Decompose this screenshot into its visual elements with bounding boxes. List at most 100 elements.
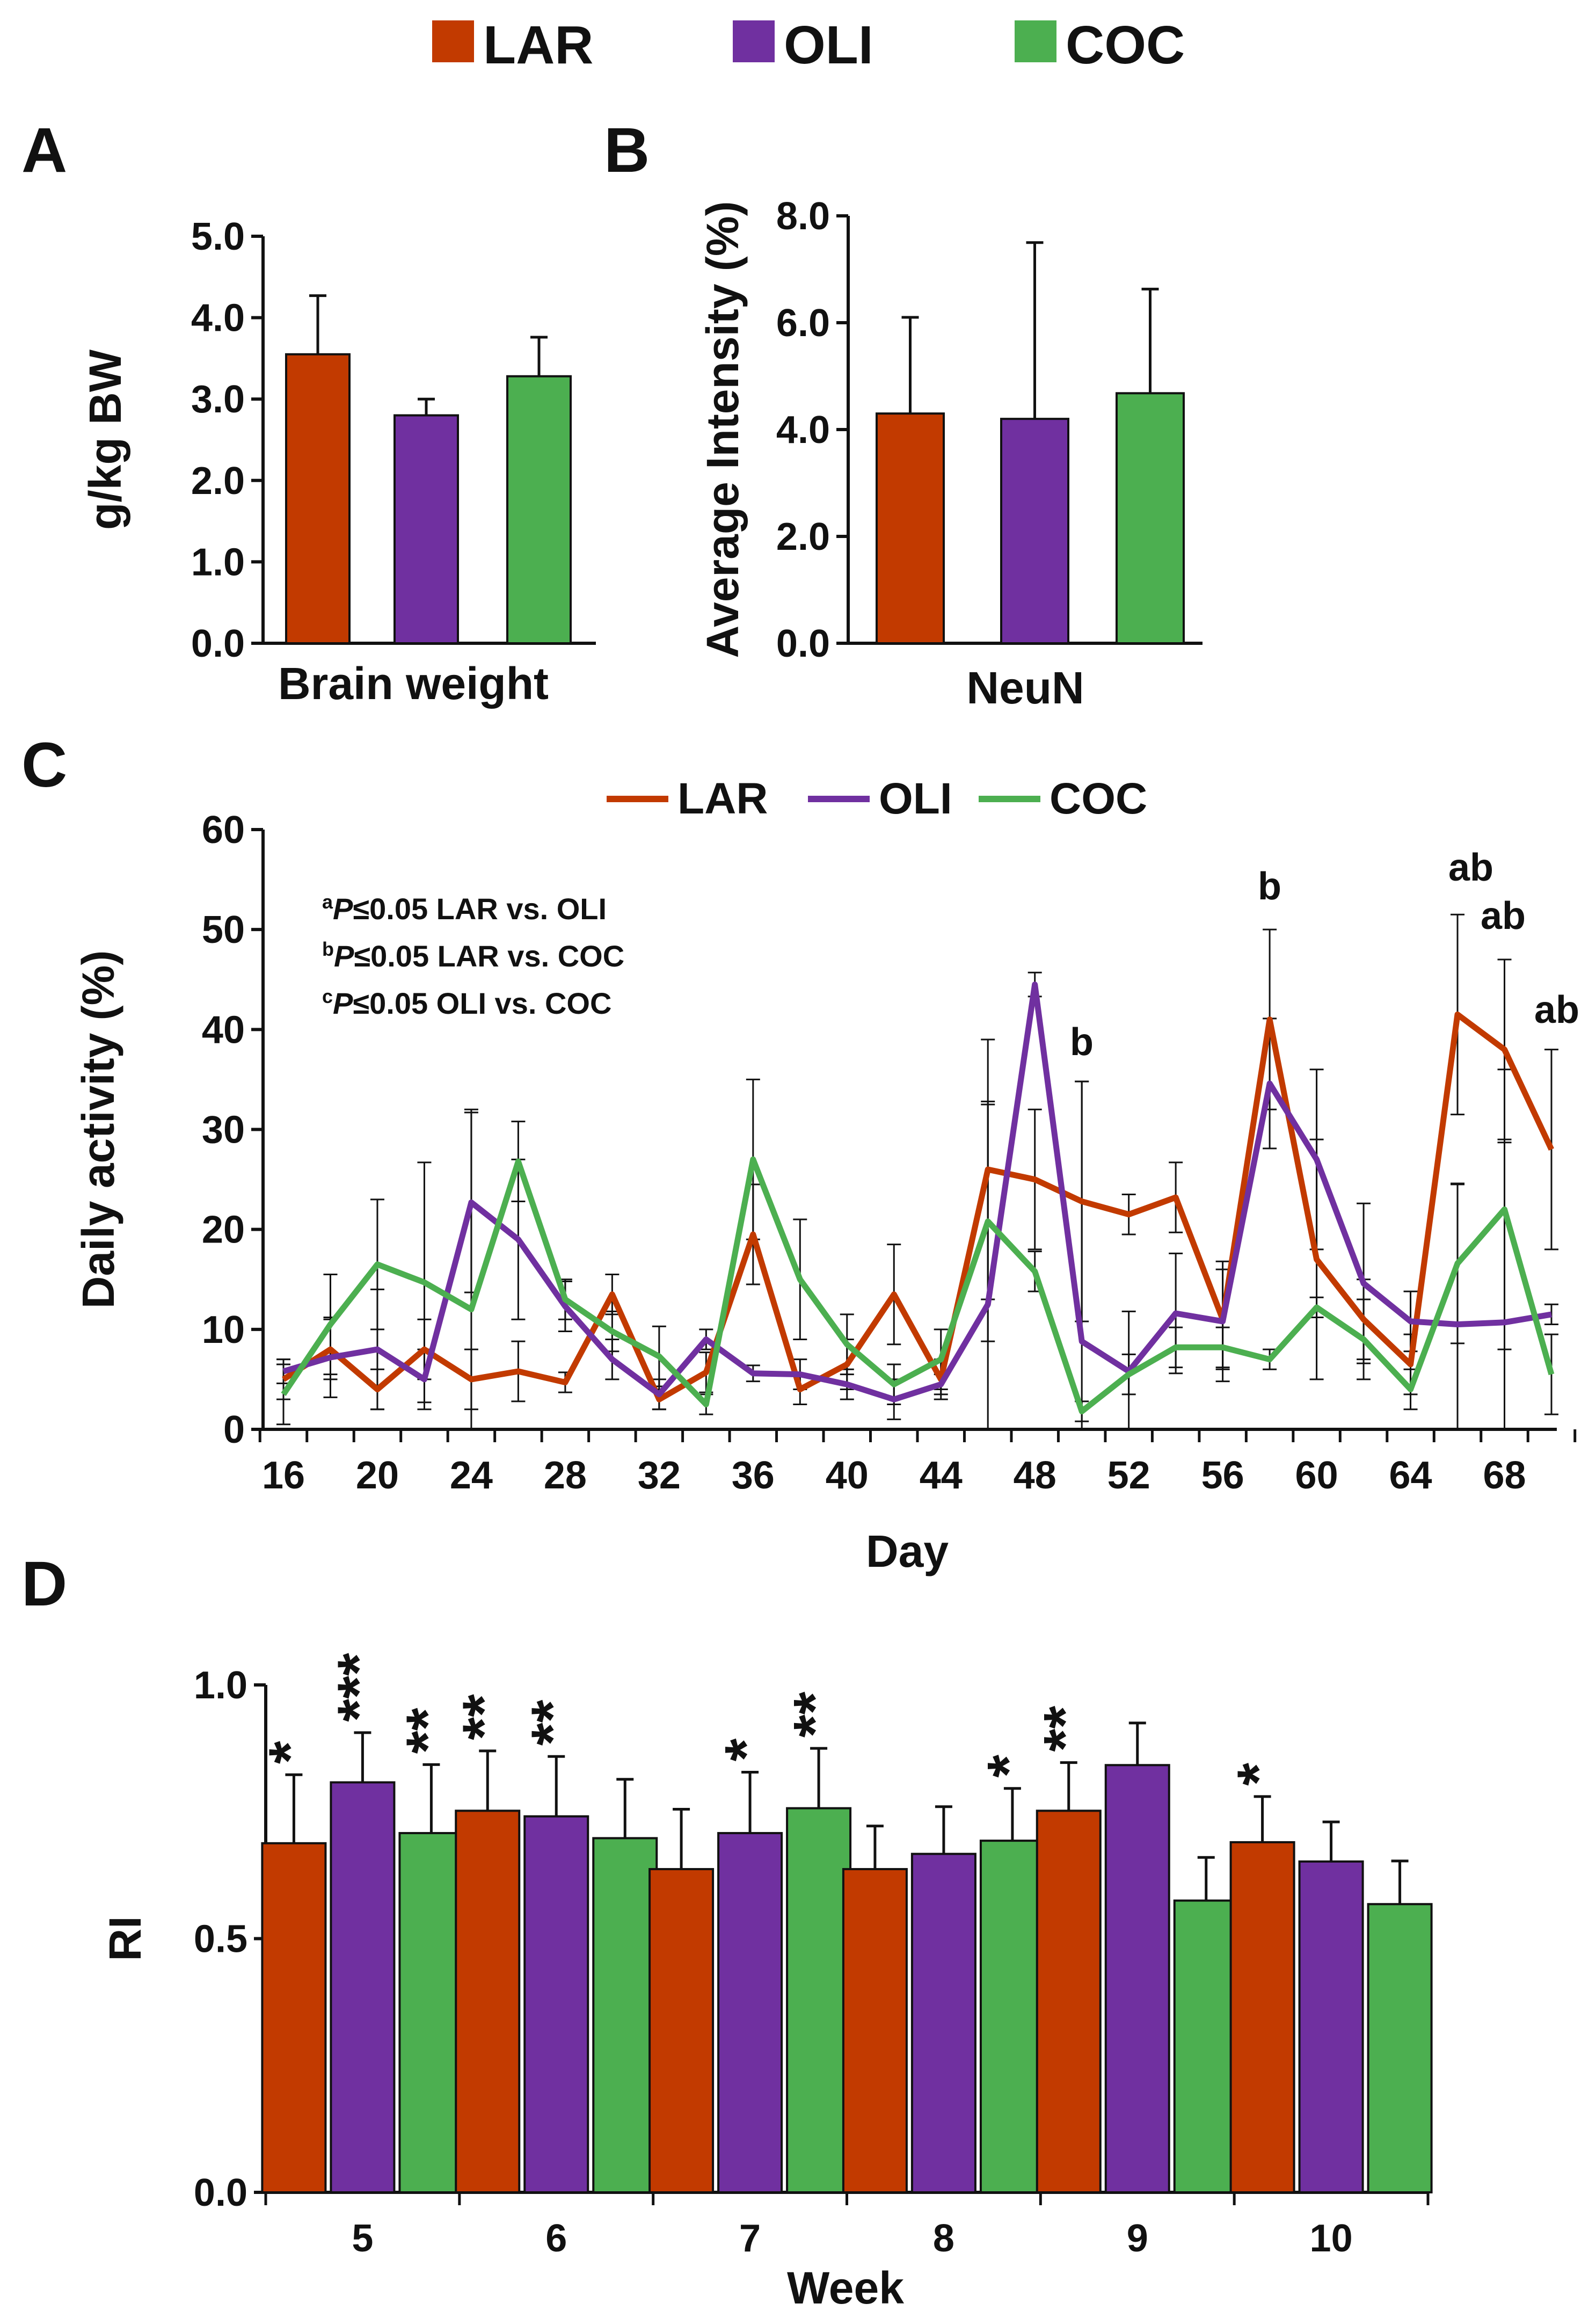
significance-stars: ** xyxy=(782,1691,848,1738)
bar-oli xyxy=(330,1781,396,2193)
y-tick-label: 20 xyxy=(202,1209,245,1252)
bar-lar xyxy=(876,412,945,645)
bar-coc xyxy=(1367,1903,1433,2193)
x-tick-label: 48 xyxy=(1014,1454,1056,1497)
significance-stars: ** xyxy=(394,1708,460,1754)
x-tick-label: 36 xyxy=(732,1454,775,1497)
y-tick-label: 4.0 xyxy=(776,409,830,452)
significance-stars: ** xyxy=(1032,1706,1098,1752)
y-tick-label: 10 xyxy=(202,1309,245,1351)
x-tick-label: 7 xyxy=(739,2217,761,2260)
y-axis-title: RI xyxy=(100,1916,150,1961)
bar-lar xyxy=(285,353,351,644)
y-tick-label: 0.0 xyxy=(191,622,245,665)
x-tick-label: 56 xyxy=(1201,1454,1244,1497)
legend-c-label-oli: OLI xyxy=(879,774,952,823)
bar-lar xyxy=(842,1868,908,2193)
x-tick-label: 52 xyxy=(1107,1454,1150,1497)
significance-label: ab xyxy=(1481,895,1526,938)
legend-swatch-coc xyxy=(1015,20,1056,62)
chart-c-significance-notes: aP≤0.05 LAR vs. OLI bP≤0.05 LAR vs. COC … xyxy=(322,891,624,1020)
significance-stars: * xyxy=(975,1755,1041,1778)
bar-oli xyxy=(1298,1860,1364,2194)
bar-coc xyxy=(398,1832,464,2193)
x-axis-title: NeuN xyxy=(966,663,1084,713)
panel-label-b: B xyxy=(604,115,650,186)
x-tick-label: 9 xyxy=(1127,2217,1148,2260)
x-tick-label: 40 xyxy=(826,1454,869,1497)
legend-swatch-lar xyxy=(432,20,474,62)
line-series-lar xyxy=(282,1011,1554,1402)
bar-coc xyxy=(1173,1899,1239,2193)
x-tick-label: 44 xyxy=(920,1454,963,1497)
bar-lar xyxy=(455,1809,521,2194)
chart-c-legend: LAR OLI COC xyxy=(607,774,1147,823)
x-tick-label: 5 xyxy=(352,2217,373,2260)
significance-stars: *** xyxy=(325,1653,391,1722)
bar-lar xyxy=(1229,1841,1295,2193)
significance-label: ab xyxy=(1448,846,1493,889)
note-b: bP≤0.05 LAR vs. COC xyxy=(322,938,624,973)
legend-label-lar: LAR xyxy=(483,15,594,75)
significance-label: b xyxy=(1070,1021,1094,1064)
y-tick-label: 0.0 xyxy=(194,2171,247,2214)
x-tick-label: 64 xyxy=(1389,1454,1432,1497)
x-tick-label: 24 xyxy=(450,1454,493,1497)
chart-b-neun: 0.0 2.0 4.0 6.0 8.0 Average Intensity (%) NeuN xyxy=(697,195,1203,713)
x-tick-label: 10 xyxy=(1310,2217,1353,2260)
y-tick-label: 50 xyxy=(202,909,245,951)
x-tick-label: 8 xyxy=(933,2217,954,2260)
y-axis-title: Daily activity (%) xyxy=(73,950,123,1309)
y-tick-label: 0 xyxy=(223,1408,245,1451)
y-tick-label: 60 xyxy=(202,809,245,852)
y-tick-label: 2.0 xyxy=(776,515,830,558)
significance-stars: ** xyxy=(519,1699,585,1746)
x-axis-title: Brain weight xyxy=(278,658,549,709)
panel-label-a: A xyxy=(21,115,67,186)
legend-label-coc: COC xyxy=(1066,15,1185,75)
y-tick-label: 40 xyxy=(202,1008,245,1051)
x-tick-label: 60 xyxy=(1295,1454,1338,1497)
x-tick-label: 28 xyxy=(544,1454,587,1497)
y-tick-label: 1.0 xyxy=(191,541,245,584)
significance-label: ab xyxy=(1534,989,1579,1031)
bar-lar xyxy=(261,1842,327,2194)
line-series-oli xyxy=(282,982,1552,1402)
significance-stars: * xyxy=(713,1739,779,1762)
bar-oli xyxy=(1104,1764,1170,2194)
bar-coc xyxy=(592,1837,658,2193)
y-tick-label: 6.0 xyxy=(776,302,830,345)
chart-c-daily-activity: LAR OLI COC aP≤0.05 LAR vs. OLI bP≤0.05 … xyxy=(73,774,1579,1576)
y-tick-label: 3.0 xyxy=(191,378,245,421)
x-tick-label: 20 xyxy=(356,1454,399,1497)
significance-stars: ** xyxy=(450,1694,516,1740)
y-axis-title: g/kg BW xyxy=(80,349,130,530)
bar-oli xyxy=(910,1852,976,2194)
top-legend: LAR OLI COC xyxy=(432,15,1185,75)
bar-oli xyxy=(393,414,459,645)
bar-lar xyxy=(648,1868,715,2193)
x-tick-label: 16 xyxy=(262,1454,305,1497)
bar-coc xyxy=(979,1840,1045,2193)
legend-label-oli: OLI xyxy=(784,15,873,75)
significance-stars: * xyxy=(257,1741,323,1764)
y-tick-label: 4.0 xyxy=(191,297,245,340)
note-c: cP≤0.05 OLI vs. COC xyxy=(322,985,611,1020)
significance-stars: * xyxy=(1226,1763,1292,1786)
legend-c-label-coc: COC xyxy=(1050,774,1147,823)
x-tick-label: 32 xyxy=(638,1454,681,1497)
y-tick-label: 2.0 xyxy=(191,460,245,503)
bar-coc xyxy=(506,375,572,644)
y-tick-label: 5.0 xyxy=(191,215,245,258)
panel-label-d: D xyxy=(21,1549,67,1619)
y-tick-label: 0.0 xyxy=(776,622,830,665)
note-a: aP≤0.05 LAR vs. OLI xyxy=(322,891,607,926)
y-tick-label: 8.0 xyxy=(776,195,830,238)
legend-swatch-oli xyxy=(733,20,775,62)
x-axis-title: Day xyxy=(866,1526,949,1576)
x-tick-label: 6 xyxy=(545,2217,567,2260)
chart-a-brain-weight: 0.0 1.0 2.0 3.0 4.0 5.0 g/kg BW Brain weight xyxy=(80,215,596,709)
bar-lar xyxy=(1036,1809,1102,2194)
